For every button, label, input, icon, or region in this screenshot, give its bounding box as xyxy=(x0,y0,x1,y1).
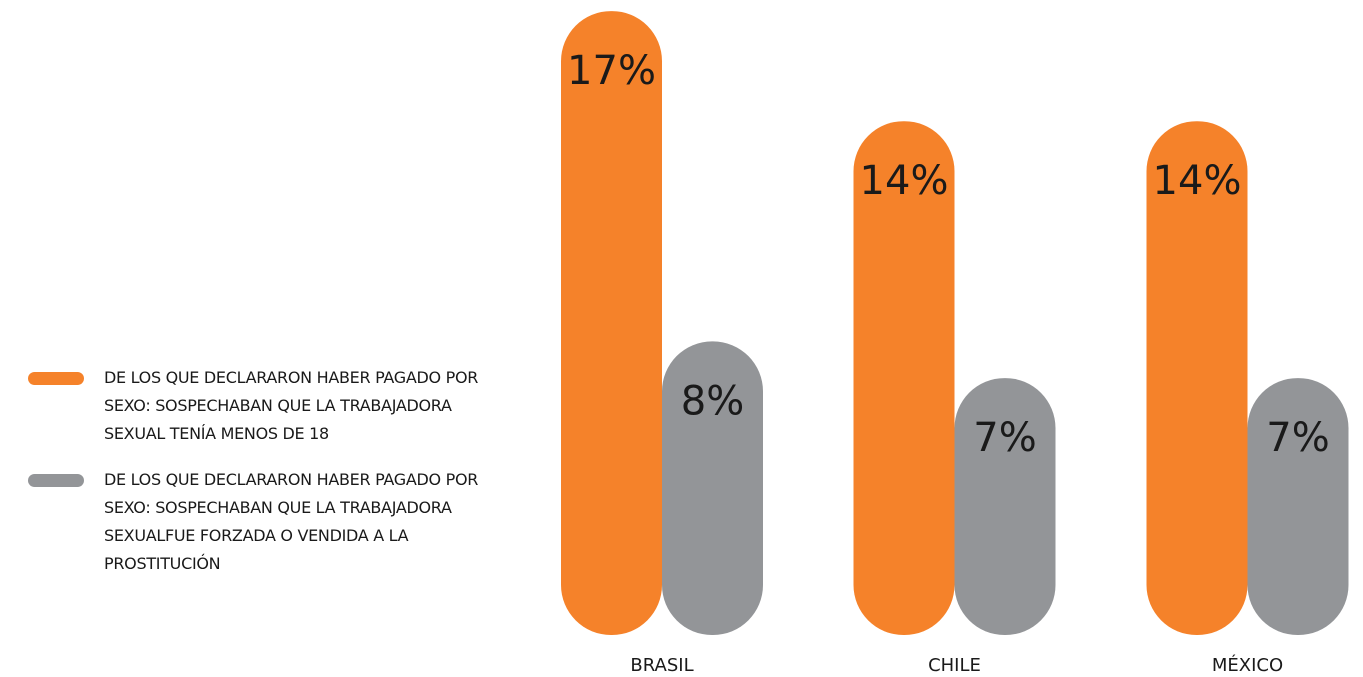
bar xyxy=(561,11,662,636)
bar xyxy=(662,341,763,635)
legend: DE LOS QUE DECLARARON HABER PAGADO POR S… xyxy=(28,364,498,596)
legend-swatch xyxy=(28,474,84,487)
x-tick-label: MÉXICO xyxy=(1212,654,1283,676)
data-label: 14% xyxy=(1153,158,1242,204)
data-label: 7% xyxy=(1266,415,1329,461)
data-label: 17% xyxy=(567,48,656,94)
legend-item: DE LOS QUE DECLARARON HABER PAGADO POR S… xyxy=(28,466,498,578)
data-label: 8% xyxy=(681,378,744,424)
bar xyxy=(954,378,1056,635)
legend-label: DE LOS QUE DECLARARON HABER PAGADO POR S… xyxy=(104,368,479,443)
legend-label: DE LOS QUE DECLARARON HABER PAGADO POR S… xyxy=(104,470,479,573)
legend-item: DE LOS QUE DECLARARON HABER PAGADO POR S… xyxy=(28,364,498,448)
data-label: 14% xyxy=(860,158,949,204)
x-tick-label: CHILE xyxy=(928,655,981,676)
bar xyxy=(1146,121,1248,635)
data-label: 7% xyxy=(973,415,1036,461)
legend-swatch xyxy=(28,372,84,385)
x-tick-label: BRASIL xyxy=(630,655,693,676)
bar xyxy=(853,121,955,635)
bar xyxy=(1247,378,1349,635)
